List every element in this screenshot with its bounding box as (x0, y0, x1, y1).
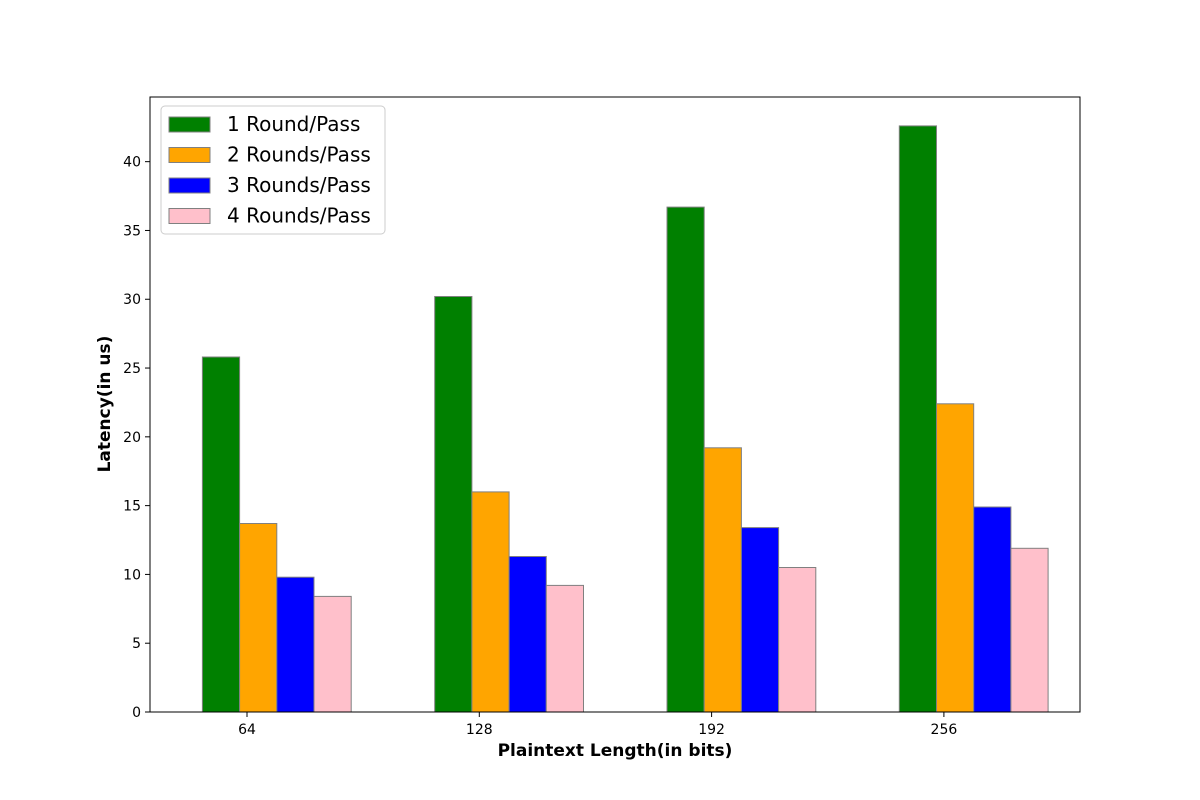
y-axis-ticks: 0 5 10 15 20 25 30 35 40 (123, 155, 150, 721)
y-tick-label: 25 (123, 361, 141, 377)
bar-4-192 (778, 567, 817, 713)
bar-1-128 (434, 296, 473, 713)
legend-items: 1 Round/Pass 2 Rounds/Pass 3 Rounds/Pass 4 … (168, 112, 371, 228)
legend-label: 4 Rounds/Pass (227, 204, 371, 228)
bar-3-192 (740, 527, 780, 713)
y-tick-label: 15 (123, 499, 141, 515)
legend-box (160, 105, 386, 235)
bar-3-256 (973, 506, 1012, 713)
bar-1-64 (201, 356, 241, 713)
bar-3-64 (276, 576, 315, 713)
x-tick-label: 192 (698, 722, 725, 738)
x-tick-label: 256 (931, 722, 958, 738)
x-axis-ticks: 64 128 192 256 (238, 712, 957, 738)
x-tick-label: 128 (466, 722, 493, 738)
bar-2-64 (239, 523, 278, 713)
bar-2-128 (471, 491, 510, 713)
legend: 1 Round/Pass 2 Rounds/Pass 3 Rounds/Pass 4 … (160, 105, 386, 235)
bar-3-128 (508, 556, 547, 713)
y-tick-label: 10 (123, 567, 141, 583)
bar-2-192 (703, 447, 742, 713)
x-axis-title: Plaintext Length(in bits) (498, 741, 733, 761)
y-tick-label: 40 (123, 155, 141, 171)
legend-label: 3 Rounds/Pass (227, 173, 371, 197)
y-tick-label: 20 (123, 430, 141, 446)
bar-1-256 (898, 125, 937, 713)
y-tick-label: 5 (132, 636, 141, 652)
bar-4-64 (313, 595, 352, 713)
bar-4-256 (1010, 547, 1049, 713)
y-tick-label: 35 (123, 223, 141, 239)
plot-frame (149, 96, 1081, 713)
legend-swatch (168, 147, 211, 163)
bars-group (201, 125, 1049, 713)
legend-swatch (168, 116, 211, 133)
y-axis-title: Latency(in us) (95, 336, 115, 473)
bar-1-192 (666, 206, 705, 713)
legend-label: 2 Rounds/Pass (227, 143, 371, 167)
bar-2-256 (936, 403, 975, 713)
legend-swatch (168, 208, 211, 224)
bar-4-128 (545, 584, 584, 713)
y-tick-label: 30 (123, 292, 141, 308)
legend-label: 1 Round/Pass (227, 112, 360, 136)
y-tick-label: 0 (132, 705, 141, 721)
x-tick-label: 64 (238, 722, 256, 738)
legend-swatch (168, 177, 211, 194)
